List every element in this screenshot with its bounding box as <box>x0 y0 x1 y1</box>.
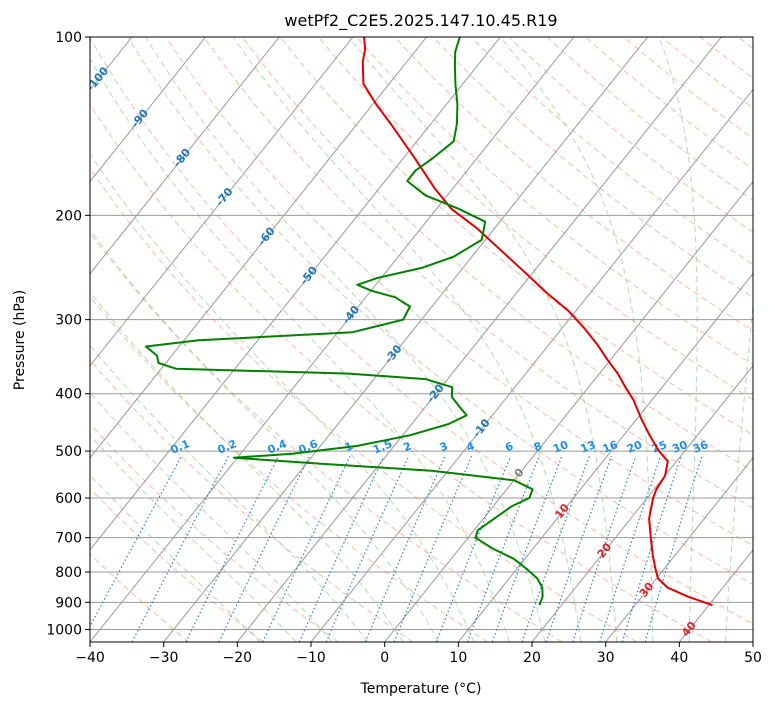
moist-adiabat <box>90 434 297 642</box>
x-tick-label: 10 <box>449 650 467 666</box>
y-tick-label: 300 <box>55 313 82 329</box>
y-tick-label: 600 <box>55 491 82 507</box>
x-tick-label: 50 <box>744 650 762 666</box>
x-tick-label: 20 <box>523 650 541 666</box>
isotherm-line <box>90 37 354 367</box>
mixing-ratio-line <box>621 456 682 642</box>
y-tick-label: 100 <box>55 30 82 46</box>
isotherm-line <box>457 272 753 642</box>
x-tick-label: −20 <box>223 650 253 666</box>
mixing-ratio-line <box>644 456 703 642</box>
mixing-ratio-line <box>262 455 351 642</box>
y-axis-label: Pressure (hPa) <box>12 290 28 390</box>
mixing-ratio-line <box>298 455 385 642</box>
y-tick-label: 900 <box>55 595 82 611</box>
isotherm-line <box>90 37 428 459</box>
dry-adiabat <box>318 37 753 401</box>
y-tick-label: 1000 <box>46 622 82 638</box>
isotherm-line <box>384 180 753 642</box>
y-tick-label: 200 <box>55 208 82 224</box>
y-tick-label: 700 <box>55 531 82 547</box>
dry-adiabat <box>90 231 563 642</box>
mixing-ratio-label: 8 <box>532 439 544 454</box>
dry-adiabat <box>165 37 753 547</box>
dry-adiabat <box>127 37 753 586</box>
isotherm-line <box>163 37 649 642</box>
x-tick-label: −40 <box>75 650 105 666</box>
y-tick-label: 800 <box>55 565 82 581</box>
mixing-ratio-line <box>435 455 512 642</box>
mixing-ratio-line <box>491 455 563 642</box>
mixing-ratio-label: 3 <box>438 439 450 454</box>
x-tick-label: −10 <box>296 650 326 666</box>
dry-adiabat <box>394 37 753 332</box>
isotherm-line <box>310 88 753 642</box>
chart-title: wetPf2_C2E5.2025.147.10.45.R19 <box>284 11 557 31</box>
mixing-ratio-line <box>466 455 540 642</box>
x-tick-label: 40 <box>670 650 688 666</box>
mixing-ratio-line <box>185 455 280 642</box>
moist-adiabat <box>90 474 261 642</box>
x-tick-label: −30 <box>149 650 179 666</box>
moist-adiabat <box>90 57 510 642</box>
dry-adiabat <box>90 103 712 642</box>
mixing-ratio-line <box>521 455 590 642</box>
moist-adiabat <box>90 153 475 642</box>
moist-adiabat <box>232 37 582 642</box>
mixing-ratio-line <box>599 455 662 642</box>
moist-adiabat <box>499 37 654 642</box>
dry-adiabat <box>90 167 638 642</box>
isotherm-line <box>90 37 280 275</box>
profile-lines <box>144 37 713 607</box>
dry-adiabat <box>356 37 753 366</box>
moist-adiabat <box>90 344 369 642</box>
dry-adiabat <box>90 423 339 642</box>
isotherm-line <box>531 364 753 642</box>
x-tick-label: 0 <box>380 650 389 666</box>
mixing-ratio-label: 2 <box>401 439 413 454</box>
y-tick-label: 500 <box>55 444 82 460</box>
background-lines <box>90 37 753 642</box>
dry-adiabat <box>90 295 488 642</box>
mixing-ratio-line <box>545 455 613 642</box>
mixing-ratio-label: 20 <box>625 438 644 456</box>
dry-adiabat <box>90 553 190 642</box>
mixing-ratio-line <box>572 455 637 642</box>
moist-adiabat <box>90 228 439 642</box>
moist-adiabat <box>90 291 404 642</box>
isotherm-line <box>605 457 753 642</box>
mixing-ratio-label: 13 <box>579 438 598 456</box>
moist-adiabat <box>725 300 753 642</box>
mixing-ratio-label: 10 <box>551 438 570 456</box>
dry-adiabat <box>203 37 753 509</box>
moist-adiabat <box>658 37 698 642</box>
isotherm-line <box>90 37 501 551</box>
isotherm-line <box>90 37 575 642</box>
isotherm-line <box>236 37 722 642</box>
axis-ticks: −40 −30 −20 −10 0 10 20 30 40 50 100 200 300 400 500 60… <box>46 30 762 666</box>
mixing-ratio-line <box>393 455 473 642</box>
moist-adiabat <box>145 37 546 642</box>
mixing-ratio-label: 36 <box>691 438 710 456</box>
mixing-ratio-label: 16 <box>601 438 620 456</box>
plot-frame <box>89 36 754 643</box>
x-tick-label: 30 <box>597 650 615 666</box>
isotherm-line <box>90 37 207 183</box>
mixing-ratio-label: 30 <box>670 438 689 456</box>
mixing-ratio-line <box>325 455 410 642</box>
temperature-profile <box>361 37 713 607</box>
y-tick-label: 400 <box>55 387 82 403</box>
dewpoint-profile <box>144 37 544 606</box>
mixing-ratio-line <box>218 455 310 642</box>
mixing-ratio-line <box>364 455 446 642</box>
x-axis-label: Temperature (°C) <box>360 681 482 697</box>
